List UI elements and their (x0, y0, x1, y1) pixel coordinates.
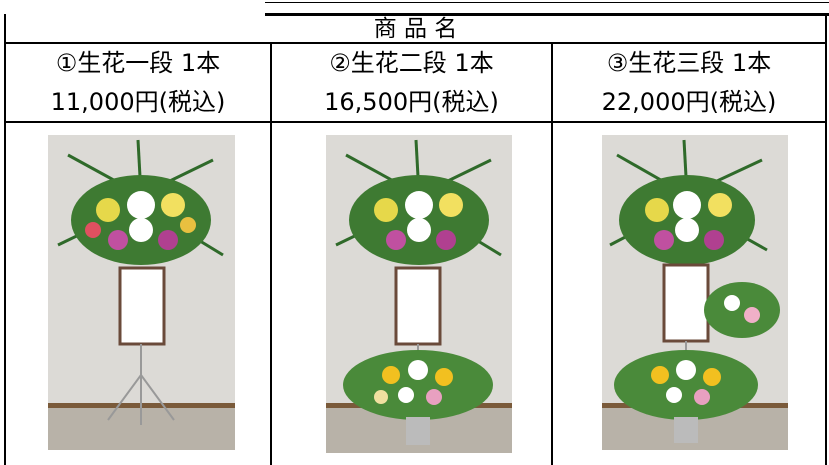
product-name: ③生花三段 1本 (606, 49, 772, 77)
product-price: 11,000円(税込) (50, 88, 226, 116)
rule (265, 2, 829, 3)
product-name: ①生花一段 1本 (55, 49, 221, 77)
header-title: 商 品 名 (373, 16, 458, 42)
product-price: 22,000円(税込) (601, 88, 777, 116)
rule (4, 121, 827, 123)
product-photo (602, 135, 788, 450)
rule (4, 14, 6, 465)
rule (270, 42, 272, 465)
rule (4, 42, 827, 44)
product-price: 16,500円(税込) (324, 88, 499, 116)
product-photo (48, 135, 235, 450)
rule (551, 42, 553, 465)
rule (825, 14, 827, 465)
product-photo (326, 135, 512, 453)
rule (265, 13, 829, 16)
product-name: ②生花二段 1本 (329, 49, 494, 77)
